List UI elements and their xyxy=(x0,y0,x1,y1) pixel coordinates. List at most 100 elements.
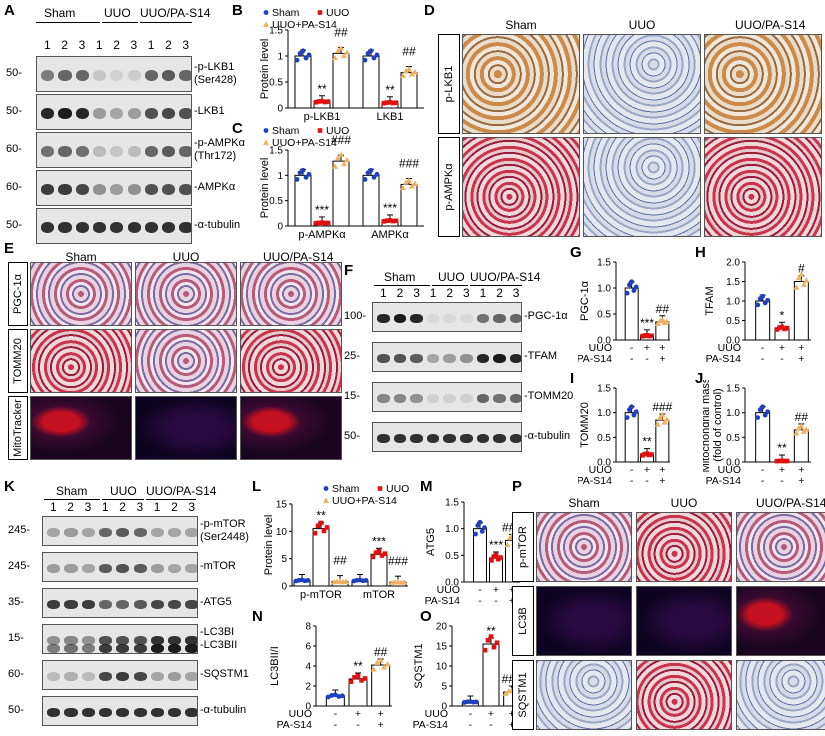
ihc-p-row-label: p-mTOR xyxy=(512,512,534,582)
uuo-sign: + xyxy=(644,464,650,476)
data-point xyxy=(793,430,800,436)
ihc-d-row-label: p-LKB1 xyxy=(438,34,460,134)
blot-k-row-label: -SQSTM1 xyxy=(200,668,249,680)
data-point xyxy=(412,180,418,187)
blot-f-strip xyxy=(372,342,522,372)
data-point xyxy=(661,419,668,425)
blot-k-band xyxy=(150,672,165,681)
ihc-d-row-label-text: p-LKB1 xyxy=(443,65,455,103)
data-point xyxy=(654,421,661,427)
blot-k-band xyxy=(47,644,61,653)
ihc-e-row-label: MitoTracker xyxy=(8,396,28,460)
blot-f-lane-number: 3 xyxy=(512,286,520,300)
data-point xyxy=(649,333,654,339)
data-point xyxy=(382,551,388,556)
x-category-label: p-AMPKα xyxy=(298,229,346,241)
blot-k-band xyxy=(150,564,165,573)
uuo-sign: + xyxy=(644,342,650,354)
bar xyxy=(793,281,809,341)
y-tick-label: 0.5 xyxy=(597,433,611,444)
data-point xyxy=(377,486,383,491)
data-point xyxy=(631,288,637,293)
ihc-e-micrograph xyxy=(30,262,132,326)
x-category-label: mTOR xyxy=(363,589,395,601)
data-point xyxy=(482,647,488,653)
data-point xyxy=(305,578,311,583)
blot-k-band xyxy=(81,600,95,609)
pa-s14-sign: + xyxy=(509,719,515,731)
y-axis-label: Protein level xyxy=(263,515,275,576)
y-tick-label: 0.0 xyxy=(597,458,611,469)
blot-a-band xyxy=(41,108,55,119)
blot-a-band xyxy=(110,222,124,233)
blot-k-band xyxy=(47,636,61,645)
blot-k-band xyxy=(64,636,78,645)
ihc-p-micrograph xyxy=(536,660,632,730)
blot-a-row-label: -p-AMPKα xyxy=(194,137,245,149)
blot-k-band xyxy=(98,672,113,681)
blot-k-band xyxy=(185,600,197,609)
data-point xyxy=(649,452,654,457)
blot-f-lane-number: 3 xyxy=(463,286,470,300)
data-point xyxy=(765,409,771,415)
pa-s14-sign: - xyxy=(630,475,634,487)
blot-k-band xyxy=(116,600,130,609)
data-point xyxy=(473,531,478,537)
uuo-sign: + xyxy=(798,464,804,476)
blot-k-band xyxy=(64,708,78,717)
y-tick-label: 0 xyxy=(281,582,287,593)
ihc-p-micrograph xyxy=(636,586,732,656)
blot-f-band xyxy=(493,354,506,363)
ihc-e-micrograph xyxy=(30,396,132,460)
ihc-p-row-label: SQSTM1 xyxy=(512,660,534,730)
blot-k-band xyxy=(185,708,197,717)
blot-a-band xyxy=(58,146,72,157)
blot-k-band xyxy=(47,672,61,681)
x-category-label: p-LKB1 xyxy=(304,111,341,123)
panel-label-k: K xyxy=(4,478,15,495)
data-point xyxy=(344,156,350,163)
significance-mark: ** xyxy=(316,509,326,523)
panel-label-d: D xyxy=(424,2,435,19)
data-point xyxy=(784,325,790,331)
blot-k-lane-number: 3 xyxy=(84,500,92,514)
data-point xyxy=(355,673,361,679)
blot-k-band xyxy=(47,708,61,717)
blot-f-strip xyxy=(372,382,522,412)
data-point xyxy=(760,404,766,410)
x-category-label: LKB1 xyxy=(377,111,404,123)
blot-a-band xyxy=(110,146,124,157)
pa-s14-row-label: PA-S14 xyxy=(706,475,742,487)
blot-f-lane-number: 2 xyxy=(446,286,454,300)
blot-a-band xyxy=(162,70,176,81)
blot-a-band xyxy=(75,108,89,119)
data-point xyxy=(795,274,802,281)
y-tick-label: 10 xyxy=(276,527,288,538)
blot-f-band xyxy=(443,314,456,323)
y-tick-label: 0 xyxy=(305,702,311,713)
blot-f-band xyxy=(493,314,506,323)
uuo-sign: - xyxy=(334,708,338,720)
blot-k-lane-number: 1 xyxy=(50,500,57,514)
ihc-p-row-label-text: p-mTOR xyxy=(517,526,529,568)
y-tick-label: 1.5 xyxy=(726,384,740,395)
data-point xyxy=(377,657,384,663)
y-tick-label: 1 xyxy=(277,171,283,182)
ihc-p-row-label-text: LC3B xyxy=(517,607,529,635)
data-point xyxy=(325,99,331,104)
blot-k-band xyxy=(64,644,78,653)
uuo-row-label: UUO xyxy=(589,342,612,354)
blot-k-band xyxy=(185,636,197,645)
y-tick-label: 2 xyxy=(305,682,311,693)
data-point xyxy=(344,49,350,55)
blot-k-band xyxy=(133,528,147,537)
blot-a-band xyxy=(162,146,176,157)
bar xyxy=(624,287,639,341)
blot-f-band xyxy=(460,314,473,323)
data-point xyxy=(324,525,330,530)
y-tick-label: 1.5 xyxy=(269,146,283,157)
data-point xyxy=(322,220,328,226)
blot-f-band xyxy=(426,434,440,443)
